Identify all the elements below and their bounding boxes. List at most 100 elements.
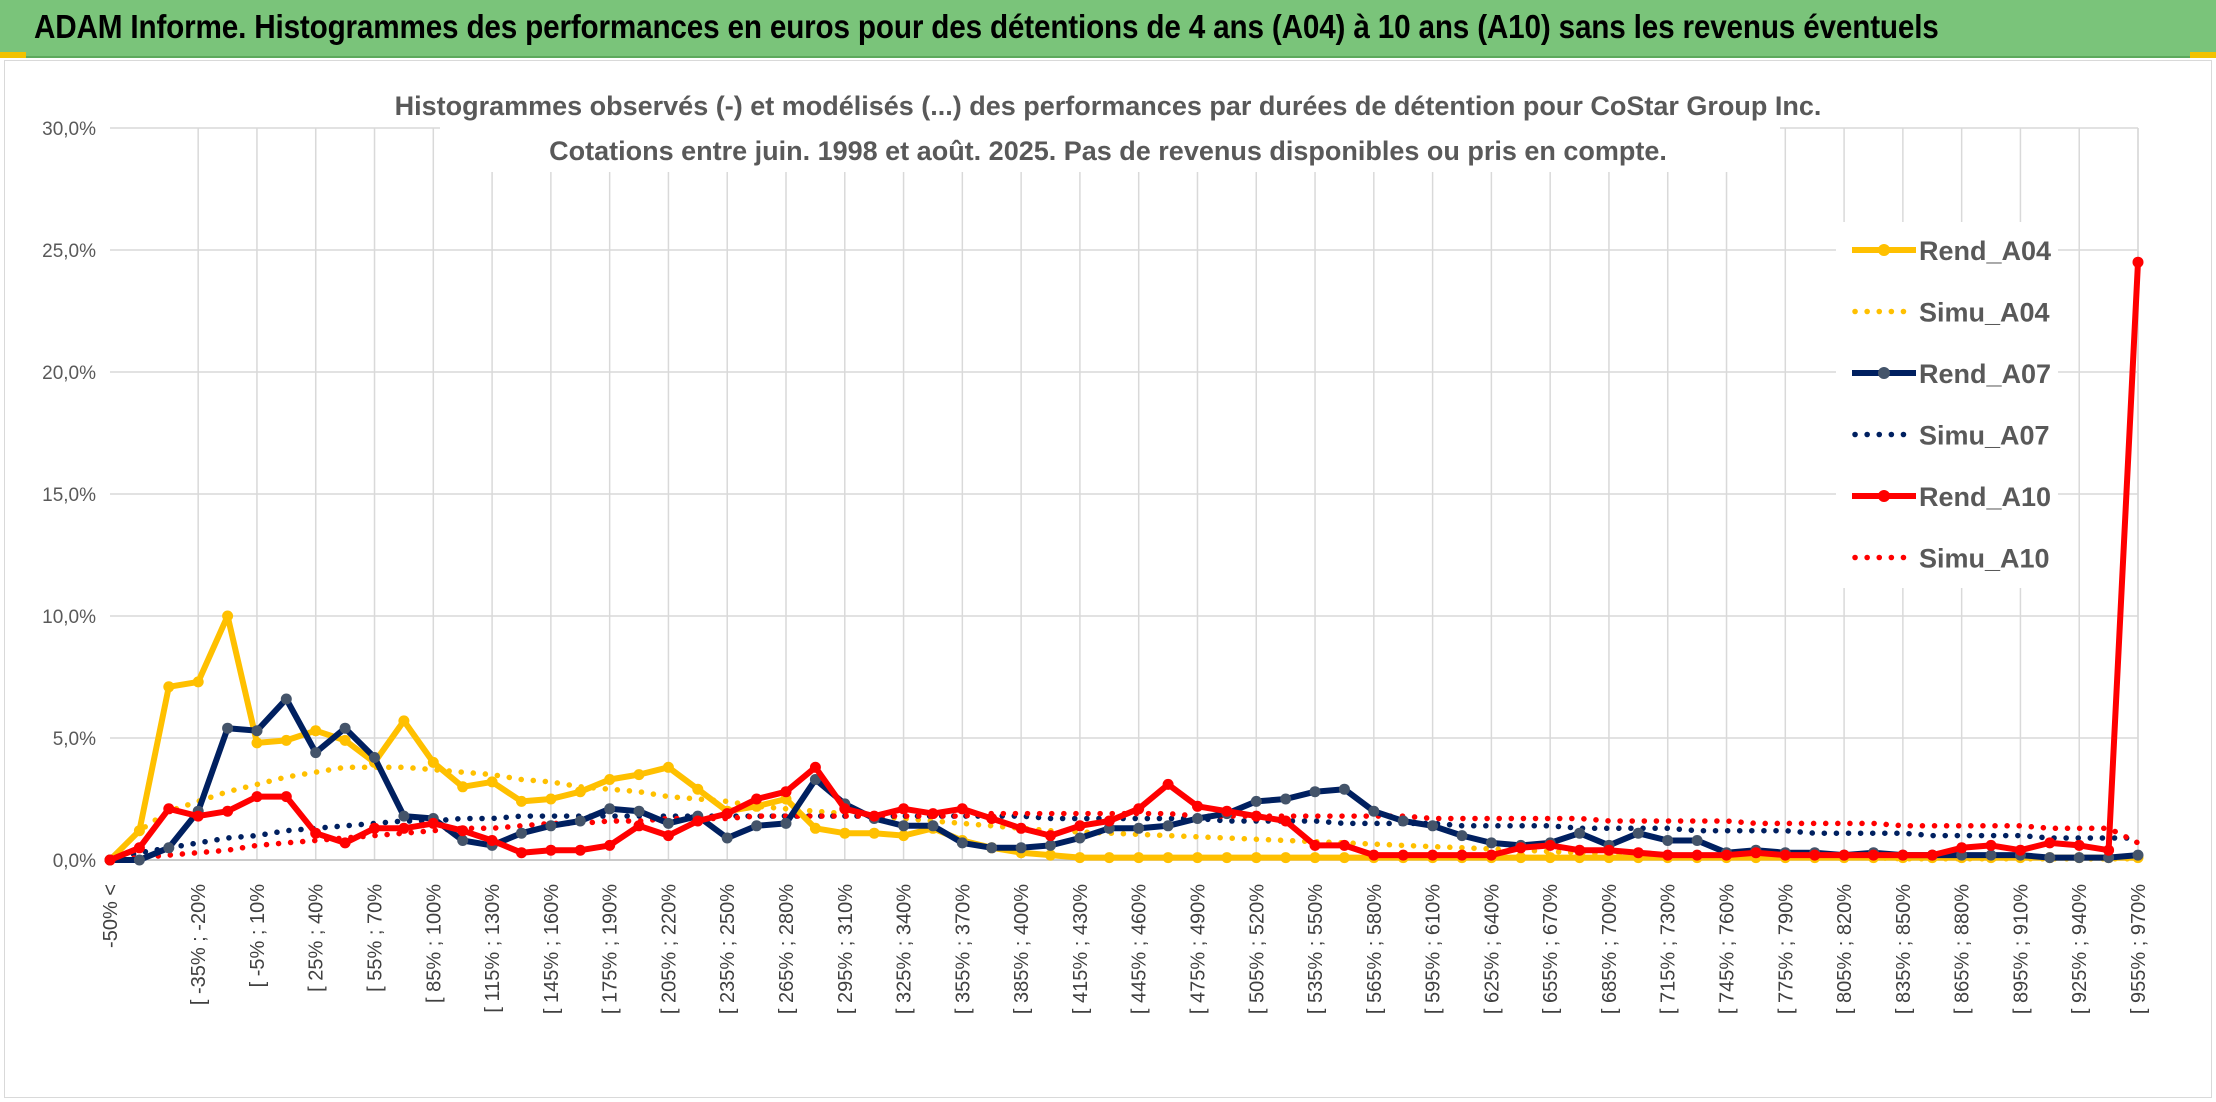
- axes: 0,0% 5,0% 10,0% 15,0% 20,0% 25,0% 30,0% -50% < […: [42, 119, 2150, 1014]
- data-point-rend-a07: [721, 832, 733, 844]
- data-point-rend-a10: [1250, 810, 1262, 822]
- data-point-rend-a10: [2132, 256, 2144, 268]
- data-point-rend-a10: [692, 815, 704, 827]
- chart-title-block: Histogrammes observés (-) et modélisés (…: [395, 86, 1821, 172]
- x-tick-label: [ 625% ; 640%: [1481, 884, 1503, 1014]
- data-point-rend-a04: [1133, 852, 1145, 864]
- data-point-rend-a04: [1280, 852, 1292, 864]
- data-point-rend-a07: [251, 725, 263, 737]
- data-point-rend-a10: [1368, 849, 1380, 861]
- data-point-rend-a04: [604, 774, 616, 785]
- data-point-rend-a10: [898, 803, 910, 815]
- data-point-rend-a10: [222, 805, 234, 817]
- data-point-rend-a04: [1074, 852, 1086, 864]
- chart-frame: [4, 60, 2212, 1098]
- series-line-simu-a07: [107, 813, 2141, 863]
- data-point-rend-a04: [251, 737, 263, 749]
- y-tick-label: 20,0%: [42, 363, 96, 384]
- data-point-rend-a07: [1485, 837, 1497, 849]
- data-point-rend-a07: [516, 827, 527, 839]
- data-point-rend-a10: [104, 854, 116, 866]
- data-point-rend-a10: [633, 820, 645, 832]
- x-tick-label: [ 25% ; 40%: [306, 884, 328, 992]
- data-point-rend-a10: [1015, 822, 1027, 834]
- data-point-rend-a10: [868, 810, 880, 822]
- data-point-rend-a07: [2132, 849, 2144, 861]
- data-point-rend-a10: [1985, 839, 1997, 851]
- data-point-rend-a07: [1338, 783, 1350, 795]
- data-point-rend-a07: [1397, 815, 1409, 827]
- data-point-rend-a07: [927, 820, 939, 832]
- data-point-rend-a04: [163, 681, 175, 693]
- x-tick-label: [ 895% ; 910%: [2010, 884, 2032, 1014]
- x-tick-label: [ 865% ; 880%: [1952, 884, 1974, 1014]
- data-point-rend-a07: [809, 774, 821, 785]
- data-point-rend-a10: [604, 839, 616, 851]
- page-title: ADAM Informe. Histogrammes des performan…: [34, 8, 1939, 45]
- x-tick-label: [ 925% ; 940%: [2069, 884, 2091, 1014]
- data-point-rend-a04: [310, 725, 322, 737]
- data-point-rend-a10: [1485, 849, 1497, 861]
- data-point-rend-a04: [427, 756, 439, 768]
- x-tick-label: [ 475% ; 490%: [1187, 884, 1209, 1014]
- data-point-rend-a10: [1280, 815, 1292, 827]
- data-point-rend-a10: [251, 791, 263, 803]
- data-point-rend-a07: [280, 693, 292, 705]
- data-point-rend-a10: [1926, 849, 1938, 861]
- data-point-rend-a07: [133, 854, 145, 866]
- data-point-rend-a10: [574, 844, 586, 856]
- data-point-rend-a10: [721, 808, 733, 820]
- data-point-rend-a04: [1221, 852, 1233, 864]
- data-point-rend-a07: [457, 835, 469, 846]
- legend-label-rend-a07: Rend_A07: [1919, 359, 2051, 389]
- data-point-rend-a07: [1368, 805, 1380, 817]
- x-tick-label: [ -35% ; -20%: [188, 884, 210, 1005]
- x-tick-label: [ 445% ; 460%: [1129, 884, 1151, 1014]
- data-point-rend-a10: [516, 847, 527, 859]
- data-point-rend-a10: [1397, 849, 1409, 861]
- data-point-rend-a07: [1250, 795, 1262, 807]
- data-point-rend-a07: [662, 817, 674, 829]
- data-point-rend-a07: [163, 842, 175, 854]
- data-point-rend-a07: [780, 817, 792, 829]
- data-point-rend-a04: [398, 715, 410, 727]
- data-point-rend-a10: [1779, 849, 1791, 861]
- data-point-rend-a10: [780, 786, 792, 798]
- data-point-rend-a10: [1133, 803, 1145, 815]
- data-point-rend-a10: [1868, 849, 1879, 861]
- x-tick-label: [ 85% ; 100%: [423, 884, 445, 1003]
- data-point-rend-a07: [986, 842, 998, 854]
- data-point-rend-a04: [280, 734, 292, 746]
- data-point-rend-a07: [1574, 827, 1586, 839]
- data-point-rend-a07: [604, 803, 616, 815]
- data-point-rend-a10: [1221, 805, 1233, 817]
- data-point-rend-a10: [1309, 839, 1321, 851]
- data-point-rend-a07: [1133, 822, 1145, 834]
- data-point-rend-a04: [545, 793, 557, 805]
- y-tick-label: 0,0%: [53, 851, 96, 872]
- data-point-rend-a04: [574, 786, 586, 798]
- data-point-rend-a10: [2044, 837, 2056, 849]
- x-tick-label: [ 745% ; 760%: [1717, 884, 1739, 1014]
- legend-marker-rend-a04: [1878, 244, 1890, 256]
- data-point-rend-a10: [427, 817, 439, 829]
- data-point-rend-a10: [1456, 849, 1468, 861]
- data-point-rend-a04: [1338, 852, 1350, 864]
- data-point-rend-a07: [574, 815, 586, 827]
- data-point-rend-a07: [1309, 786, 1321, 798]
- series-lines: [104, 256, 2144, 866]
- chart-subtitle: Cotations entre juin. 1998 et août. 2025…: [549, 136, 1667, 166]
- legend: Rend_A04 Simu_A04 Rend_A07 Simu_A07 Rend_A10…: [1836, 222, 2058, 588]
- data-point-rend-a10: [1515, 842, 1527, 854]
- data-point-rend-a10: [1838, 849, 1850, 861]
- data-point-rend-a10: [310, 827, 322, 839]
- data-point-rend-a07: [1985, 849, 1997, 861]
- x-tick-label: [ 175% ; 190%: [600, 884, 622, 1014]
- x-tick-label: [ 355% ; 370%: [952, 884, 974, 1014]
- data-point-rend-a10: [369, 822, 380, 834]
- data-point-rend-a07: [1074, 832, 1086, 844]
- data-point-rend-a04: [339, 734, 351, 746]
- x-tick-label: [ 715% ; 730%: [1658, 884, 1680, 1014]
- x-tick-label: [ 55% ; 70%: [365, 884, 387, 992]
